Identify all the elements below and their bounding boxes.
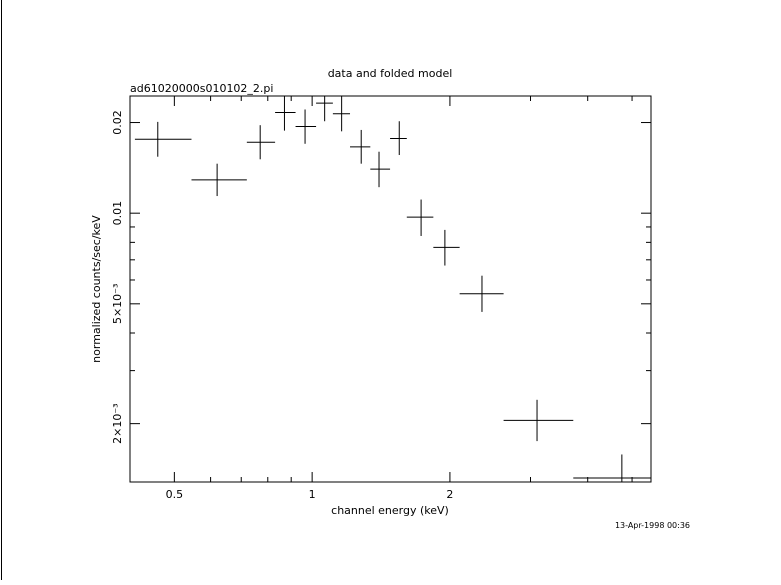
x-tick-label: 0.5 xyxy=(166,488,184,501)
data-point xyxy=(134,121,192,157)
data-point xyxy=(332,96,351,132)
data-point xyxy=(246,125,276,160)
y-tick-labels: 2×10⁻³ 5×10⁻³ 0.01 0.02 xyxy=(111,110,124,444)
x-tick-labels: 0.5 1 2 xyxy=(166,488,454,501)
data-point xyxy=(191,163,247,197)
data-point xyxy=(573,454,651,482)
data-point xyxy=(503,399,574,442)
y-tick-label: 0.02 xyxy=(111,110,124,135)
x-axis xyxy=(129,96,633,482)
x-tick-label: 1 xyxy=(309,488,316,501)
chart-title: data and folded model xyxy=(328,67,453,80)
x-tick-label: 2 xyxy=(446,488,453,501)
data-point xyxy=(390,121,407,156)
data-point xyxy=(350,129,371,164)
data-points xyxy=(134,96,651,482)
x-axis-label: channel energy (keV) xyxy=(331,504,449,517)
data-point xyxy=(433,229,460,266)
data-point xyxy=(316,96,333,122)
data-point xyxy=(295,109,317,144)
data-point xyxy=(370,151,391,188)
timestamp: 13-Apr-1998 00:36 xyxy=(615,521,690,530)
data-point xyxy=(459,275,504,312)
data-point xyxy=(275,96,296,131)
y-axis-label: normalized counts/sec/keV xyxy=(90,215,103,363)
chart-subtitle: ad61020000s010102_2.pi xyxy=(130,82,273,95)
y-axis xyxy=(130,122,651,425)
y-tick-label: 5×10⁻³ xyxy=(111,284,124,324)
y-tick-label: 2×10⁻³ xyxy=(111,403,124,443)
plot-frame xyxy=(129,95,652,483)
y-tick-label: 0.01 xyxy=(111,201,124,226)
data-point xyxy=(406,199,434,236)
